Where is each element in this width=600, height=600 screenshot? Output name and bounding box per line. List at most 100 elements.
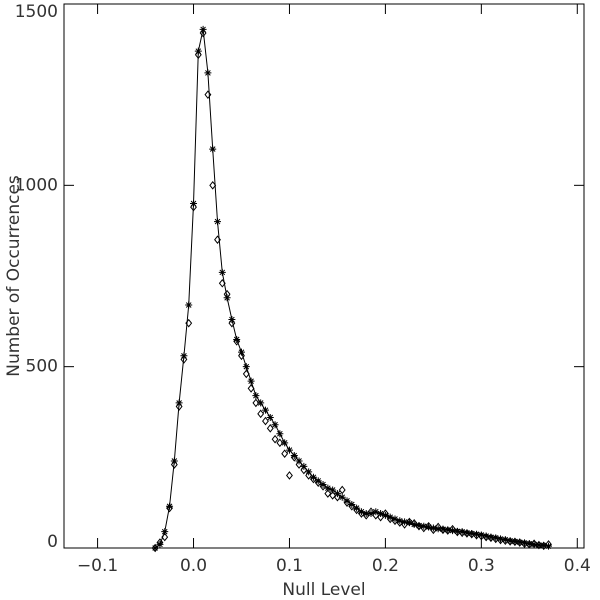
asterisk-point bbox=[386, 513, 394, 521]
asterisk-point bbox=[252, 392, 260, 400]
diamond-point bbox=[314, 478, 322, 488]
diamond-point bbox=[190, 202, 197, 212]
asterisk-point bbox=[458, 528, 466, 536]
diamond-point bbox=[458, 528, 466, 538]
diamond-point bbox=[247, 384, 255, 393]
asterisk-point bbox=[401, 518, 409, 526]
diamond-point bbox=[228, 318, 236, 328]
x-tick-label: 0.1 bbox=[276, 556, 303, 576]
diamond-point bbox=[535, 540, 543, 550]
diamond-point bbox=[252, 398, 260, 408]
diamond-point bbox=[324, 489, 332, 498]
asterisk-point bbox=[468, 529, 476, 537]
diamond-point bbox=[257, 409, 265, 419]
diamond-point bbox=[420, 523, 428, 533]
diamond-point bbox=[506, 537, 514, 546]
diamond-point bbox=[381, 509, 389, 518]
asterisk-point bbox=[506, 537, 514, 545]
asterisk-point bbox=[348, 500, 356, 508]
y-axis-label: Number of Occurrences bbox=[4, 175, 24, 377]
asterisk-point bbox=[501, 536, 509, 544]
y-tick-label: 0 bbox=[47, 532, 58, 552]
asterisk-point bbox=[415, 522, 423, 530]
asterisk-point bbox=[343, 497, 351, 505]
diamond-point bbox=[199, 28, 207, 38]
diamond-point bbox=[218, 278, 226, 288]
diamond-point bbox=[194, 50, 202, 60]
asterisk-point bbox=[453, 527, 461, 535]
diamond-point bbox=[439, 525, 447, 535]
diamond-point bbox=[242, 369, 250, 379]
diamond-point bbox=[333, 492, 341, 502]
diamond-point bbox=[434, 522, 442, 532]
diamond-point bbox=[223, 289, 231, 299]
diamond-point bbox=[175, 402, 183, 411]
asterisk-point bbox=[218, 268, 226, 276]
asterisk-point bbox=[324, 484, 332, 492]
asterisk-point bbox=[319, 481, 327, 489]
asterisk-point bbox=[285, 446, 293, 454]
diamond-point bbox=[343, 498, 351, 507]
diamond-point bbox=[391, 516, 399, 526]
asterisk-point bbox=[425, 523, 433, 531]
asterisk-point bbox=[261, 406, 269, 414]
asterisk-point bbox=[329, 486, 337, 494]
diamond-point bbox=[410, 519, 418, 528]
diamond-point bbox=[497, 535, 504, 545]
diamond-point bbox=[310, 474, 317, 484]
diamond-point bbox=[166, 503, 173, 513]
diamond-point bbox=[290, 453, 298, 462]
series-line bbox=[154, 29, 549, 549]
asterisk-point bbox=[156, 540, 164, 548]
diamond-point bbox=[180, 355, 188, 364]
diamond-point bbox=[501, 536, 509, 546]
diamond-point bbox=[348, 501, 356, 511]
x-tick-label: 0.4 bbox=[564, 556, 591, 576]
diamond-point bbox=[209, 181, 217, 190]
y-tick-label: 1000 bbox=[15, 175, 58, 195]
x-tick-label: 0.3 bbox=[468, 556, 495, 576]
diamond-point bbox=[453, 527, 461, 537]
asterisk-point bbox=[281, 439, 289, 447]
asterisk-point bbox=[247, 377, 255, 385]
asterisk-point bbox=[487, 533, 495, 541]
asterisk-point bbox=[405, 519, 413, 527]
x-tick-label: 0.2 bbox=[372, 556, 399, 576]
diamond-point bbox=[305, 471, 313, 480]
asterisk-point bbox=[233, 335, 241, 343]
diamond-point bbox=[233, 336, 241, 346]
diamond-point bbox=[238, 351, 245, 361]
diamond-point bbox=[492, 534, 500, 544]
diamond-point bbox=[463, 529, 471, 538]
asterisk-point bbox=[257, 399, 265, 407]
asterisk-point bbox=[396, 517, 404, 525]
asterisk-point bbox=[381, 511, 389, 519]
diamond-point bbox=[516, 538, 524, 547]
diamond-point bbox=[300, 465, 308, 475]
asterisk-point bbox=[449, 527, 457, 535]
asterisk-point bbox=[367, 510, 375, 518]
plot-frame bbox=[63, 3, 585, 549]
asterisk-point bbox=[151, 544, 159, 552]
asterisk-point bbox=[209, 145, 217, 153]
diamond-point bbox=[468, 529, 476, 539]
asterisk-point bbox=[314, 477, 322, 485]
diamond-point bbox=[266, 424, 274, 433]
x-tick-label: 0.0 bbox=[180, 556, 207, 576]
diamond-point bbox=[286, 471, 293, 480]
diamond-point bbox=[362, 511, 370, 520]
asterisk-point bbox=[477, 531, 485, 539]
diamond-point bbox=[161, 532, 169, 542]
asterisk-point bbox=[444, 526, 452, 534]
diamond-point bbox=[415, 521, 423, 531]
x-tick-label: −0.1 bbox=[77, 556, 118, 576]
asterisk-point bbox=[473, 530, 481, 538]
diamond-point bbox=[487, 533, 495, 543]
asterisk-point bbox=[516, 538, 524, 546]
asterisk-point bbox=[185, 301, 193, 309]
diamond-point bbox=[511, 537, 519, 547]
asterisk-point bbox=[511, 537, 519, 545]
asterisk-point bbox=[492, 534, 500, 542]
asterisk-point bbox=[266, 413, 274, 421]
